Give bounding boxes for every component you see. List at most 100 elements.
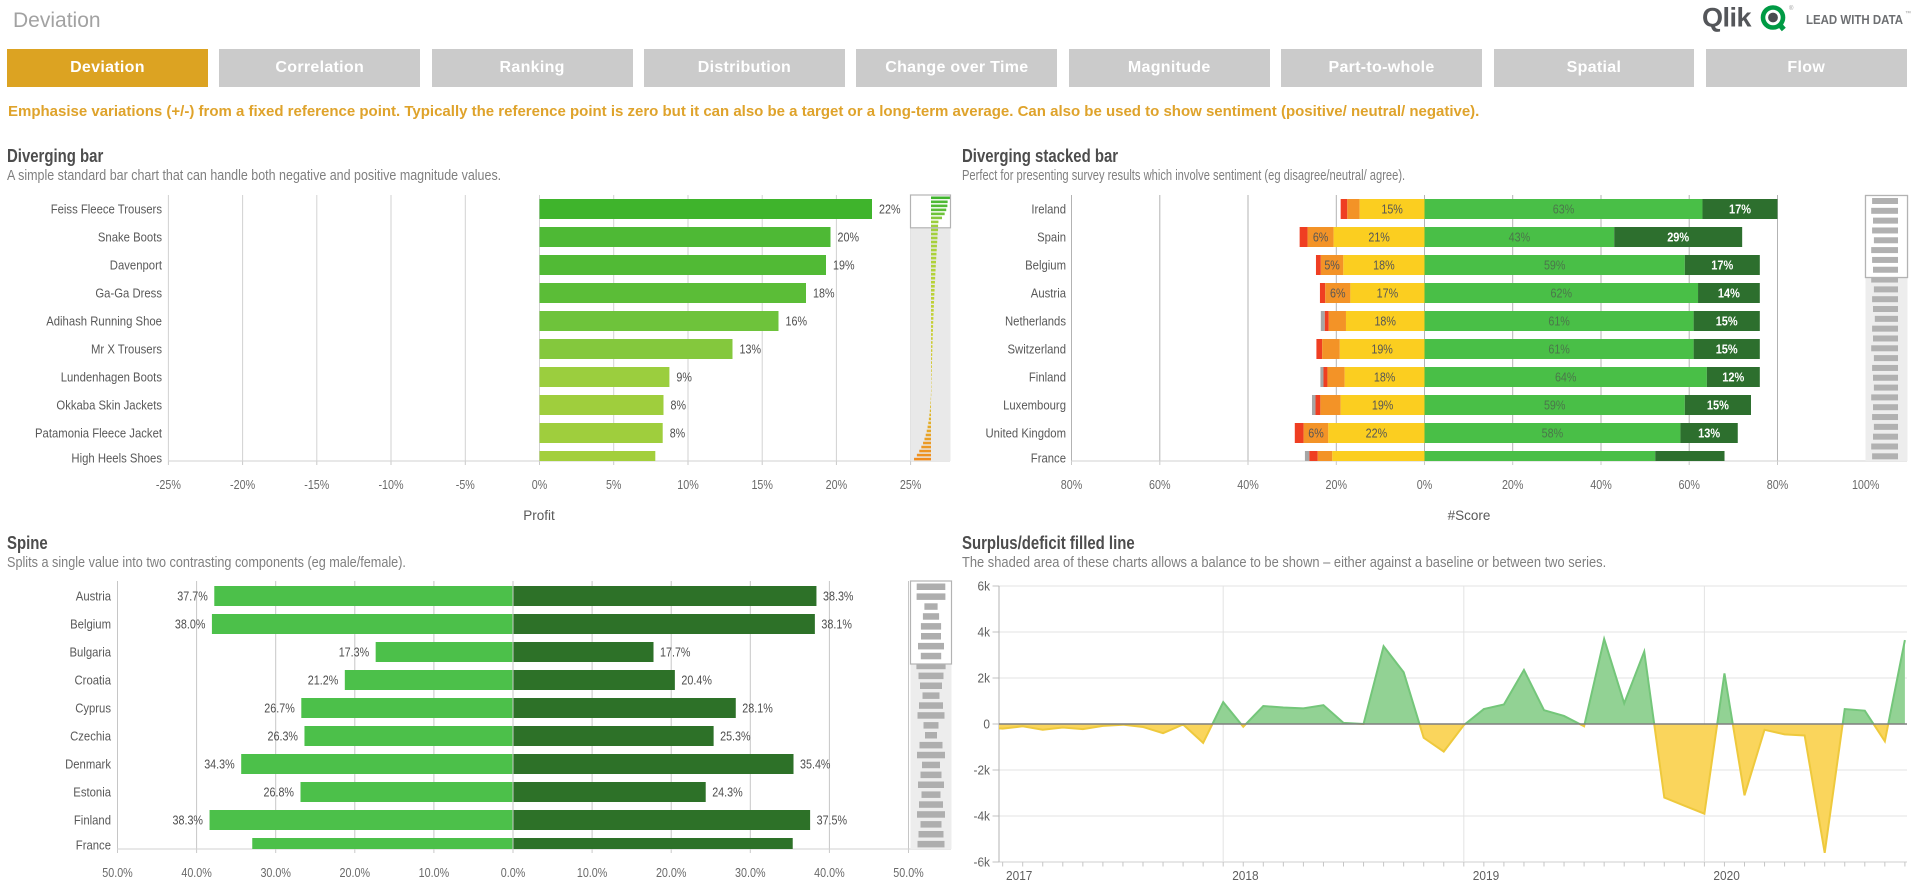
svg-text:Estonia: Estonia	[73, 785, 111, 800]
svg-text:20%: 20%	[826, 478, 848, 492]
svg-text:2020: 2020	[1713, 869, 1739, 883]
svg-text:0%: 0%	[532, 478, 548, 492]
svg-text:17%: 17%	[1711, 259, 1733, 273]
svg-text:50.0%: 50.0%	[893, 866, 924, 880]
svg-text:61%: 61%	[1548, 315, 1570, 329]
svg-text:40.0%: 40.0%	[181, 866, 212, 880]
svg-text:2018: 2018	[1232, 869, 1258, 883]
svg-text:6k: 6k	[978, 580, 991, 594]
svg-text:10.0%: 10.0%	[577, 866, 608, 880]
svg-text:60%: 60%	[1149, 478, 1171, 492]
svg-text:10.0%: 10.0%	[419, 866, 450, 880]
svg-text:37.5%: 37.5%	[817, 814, 848, 828]
svg-text:Austria: Austria	[76, 589, 112, 604]
svg-text:Lundenhagen Boots: Lundenhagen Boots	[61, 370, 163, 385]
svg-text:13%: 13%	[740, 343, 762, 357]
svg-text:30.0%: 30.0%	[735, 866, 766, 880]
svg-text:Finland: Finland	[1029, 370, 1066, 385]
svg-text:34.3%: 34.3%	[204, 758, 235, 772]
svg-text:#Score: #Score	[1448, 508, 1491, 523]
svg-text:LEAD WITH DATA: LEAD WITH DATA	[1806, 12, 1904, 27]
svg-text:50.0%: 50.0%	[102, 866, 133, 880]
svg-text:Ireland: Ireland	[1031, 202, 1066, 217]
svg-text:17.7%: 17.7%	[660, 646, 691, 660]
svg-text:37.7%: 37.7%	[177, 590, 208, 604]
svg-text:Okkaba Skin Jackets: Okkaba Skin Jackets	[56, 398, 162, 413]
svg-text:38.3%: 38.3%	[823, 590, 854, 604]
svg-text:35.4%: 35.4%	[800, 758, 831, 772]
svg-text:9%: 9%	[676, 371, 692, 385]
svg-text:40%: 40%	[1590, 478, 1612, 492]
svg-text:8%: 8%	[671, 399, 687, 413]
svg-text:17%: 17%	[1729, 203, 1751, 217]
svg-text:Mr X Trousers: Mr X Trousers	[91, 342, 162, 357]
svg-text:-5%: -5%	[456, 478, 475, 492]
svg-text:2019: 2019	[1473, 869, 1499, 883]
svg-text:26.3%: 26.3%	[268, 730, 299, 744]
svg-text:-4k: -4k	[974, 810, 991, 824]
svg-text:Croatia: Croatia	[75, 673, 112, 688]
svg-text:21%: 21%	[1368, 231, 1390, 245]
svg-text:22%: 22%	[879, 203, 901, 217]
svg-text:0: 0	[983, 718, 990, 732]
svg-text:6%: 6%	[1330, 287, 1346, 301]
svg-text:59%: 59%	[1544, 259, 1566, 273]
svg-text:5%: 5%	[606, 478, 622, 492]
svg-text:62%: 62%	[1551, 287, 1573, 301]
svg-text:63%: 63%	[1553, 203, 1575, 217]
svg-text:0.0%: 0.0%	[501, 866, 526, 880]
svg-text:38.0%: 38.0%	[175, 618, 206, 632]
svg-text:26.8%: 26.8%	[264, 786, 295, 800]
svg-text:80%: 80%	[1767, 478, 1789, 492]
svg-text:-25%: -25%	[156, 478, 181, 492]
svg-text:Switzerland: Switzerland	[1008, 342, 1067, 357]
svg-text:19%: 19%	[1371, 343, 1393, 357]
svg-text:Adihash Running Shoe: Adihash Running Shoe	[46, 314, 162, 329]
svg-text:Davenport: Davenport	[110, 258, 163, 273]
svg-text:Bulgaria: Bulgaria	[70, 645, 112, 660]
svg-text:13%: 13%	[1698, 427, 1720, 441]
svg-text:15%: 15%	[751, 478, 773, 492]
svg-text:38.1%: 38.1%	[821, 618, 852, 632]
svg-text:8%: 8%	[670, 427, 686, 441]
svg-text:Denmark: Denmark	[65, 757, 111, 772]
svg-text:6%: 6%	[1308, 427, 1324, 441]
svg-text:5%: 5%	[1324, 259, 1340, 273]
svg-text:10%: 10%	[677, 478, 699, 492]
svg-text:Feiss Fleece Trousers: Feiss Fleece Trousers	[51, 202, 163, 217]
svg-text:0%: 0%	[1417, 478, 1433, 492]
svg-text:20.0%: 20.0%	[656, 866, 687, 880]
svg-text:Patamonia Fleece Jacket: Patamonia Fleece Jacket	[35, 426, 162, 441]
svg-text:58%: 58%	[1542, 427, 1564, 441]
svg-text:Czechia: Czechia	[70, 729, 112, 744]
svg-text:16%: 16%	[786, 315, 808, 329]
svg-text:25%: 25%	[900, 478, 922, 492]
svg-text:14%: 14%	[1718, 287, 1740, 301]
svg-text:29%: 29%	[1667, 231, 1689, 245]
svg-text:2017: 2017	[1006, 869, 1032, 883]
svg-text:Luxembourg: Luxembourg	[1003, 398, 1066, 413]
svg-text:-20%: -20%	[230, 478, 255, 492]
svg-text:64%: 64%	[1555, 371, 1577, 385]
svg-text:Spain: Spain	[1037, 230, 1066, 245]
svg-text:40.0%: 40.0%	[814, 866, 845, 880]
svg-text:17%: 17%	[1377, 287, 1399, 301]
svg-text:®: ®	[1789, 5, 1794, 12]
svg-text:80%: 80%	[1061, 478, 1083, 492]
svg-text:15%: 15%	[1707, 399, 1729, 413]
svg-text:France: France	[1031, 451, 1066, 466]
svg-text:60%: 60%	[1678, 478, 1700, 492]
svg-text:18%: 18%	[813, 287, 835, 301]
svg-text:High Heels Shoes: High Heels Shoes	[71, 451, 162, 466]
svg-text:100%: 100%	[1852, 478, 1880, 492]
svg-text:-2k: -2k	[974, 764, 991, 778]
svg-text:-15%: -15%	[304, 478, 329, 492]
svg-text:22%: 22%	[1366, 427, 1388, 441]
svg-text:43%: 43%	[1509, 231, 1531, 245]
svg-text:Belgium: Belgium	[70, 617, 111, 632]
svg-text:4k: 4k	[978, 626, 991, 640]
svg-text:Qlik: Qlik	[1702, 3, 1753, 33]
svg-text:26.7%: 26.7%	[264, 702, 295, 716]
svg-text:59%: 59%	[1544, 399, 1566, 413]
svg-text:Netherlands: Netherlands	[1005, 314, 1066, 329]
